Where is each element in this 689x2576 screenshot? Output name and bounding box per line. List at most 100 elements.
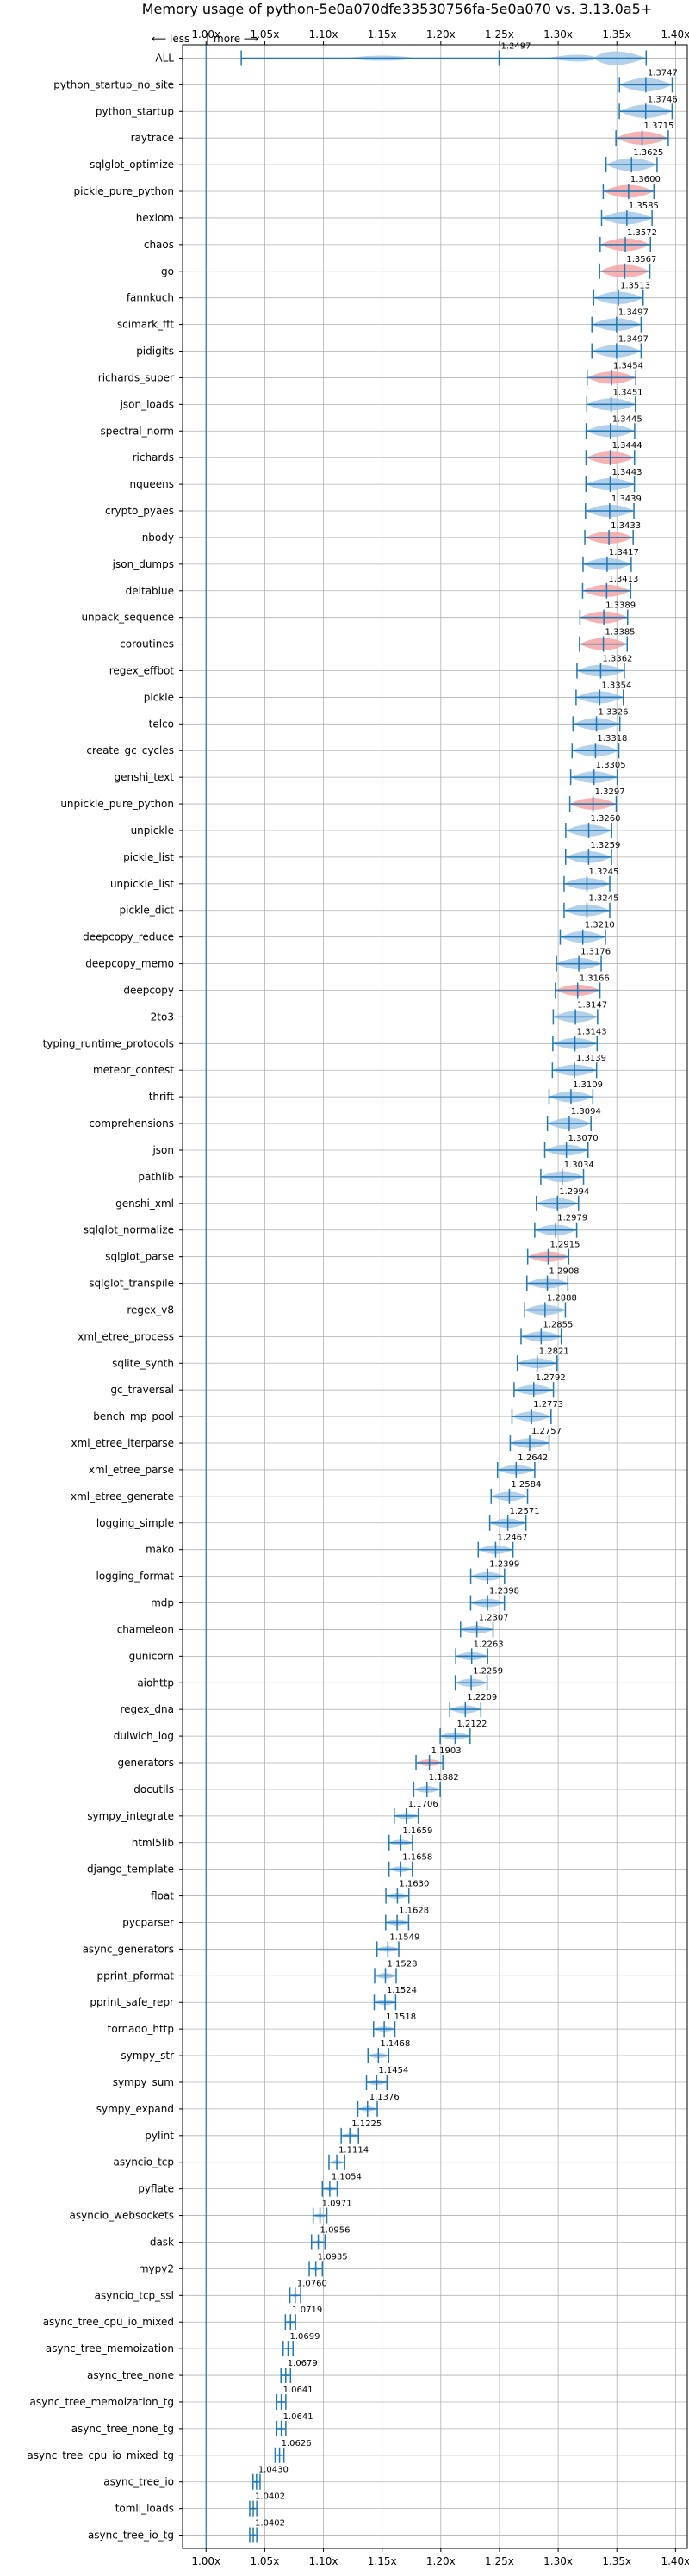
violin-sqlite_synth <box>516 1355 558 1372</box>
value-label: 1.0935 <box>318 2252 348 2262</box>
value-label: 1.3318 <box>597 734 627 744</box>
row-label: richards <box>133 451 174 464</box>
row-label: bench_mp_pool <box>93 1410 174 1422</box>
value-label: 1.3746 <box>648 95 678 104</box>
violin-richards_super <box>586 370 636 386</box>
row-label: sqlite_synth <box>112 1357 174 1369</box>
violin-richards <box>585 450 636 466</box>
value-label: 1.1468 <box>380 2039 410 2049</box>
value-label: 1.1706 <box>408 1800 438 1809</box>
value-label: 1.3326 <box>599 707 629 717</box>
violin-async_tree_cpu_io_mixed_tg <box>274 2447 285 2463</box>
value-label: 1.0402 <box>255 2519 285 2529</box>
violin-thrift <box>548 1089 594 1105</box>
value-label: 1.0402 <box>255 2492 285 2502</box>
violin-tomli_loads <box>249 2500 258 2517</box>
violin-sympy_expand <box>357 2100 378 2117</box>
violin-asyncio_tcp_ssl <box>289 2287 301 2304</box>
row-label: asyncio_tcp_ssl <box>95 2289 174 2301</box>
row-label: json <box>152 1144 174 1156</box>
violin-regex_v8 <box>524 1302 567 1318</box>
x-tick-label: 1.40x <box>661 2555 689 2567</box>
value-label: 1.2263 <box>474 1640 504 1649</box>
violin-unpack_sequence <box>579 609 629 625</box>
value-label: 1.2908 <box>549 1267 580 1277</box>
row-label: genshi_text <box>115 771 175 783</box>
value-label: 1.0956 <box>320 2225 351 2235</box>
violin-sympy_integrate <box>394 1808 419 1824</box>
value-label: 1.2209 <box>467 1693 497 1702</box>
row-label: hexiom <box>136 212 174 224</box>
value-label: 1.3245 <box>588 894 618 904</box>
x-tick-label: 1.25x <box>485 28 514 40</box>
violin-generators <box>415 1755 444 1771</box>
violin-async_tree_none <box>280 2368 292 2384</box>
row-label: dulwich_log <box>114 1730 174 1742</box>
violin-deltablue <box>581 582 632 599</box>
violin-create_gc_cycles <box>571 743 620 759</box>
violin-sqlglot_transpile <box>526 1275 569 1291</box>
violin-nbody <box>584 529 634 545</box>
violin-json_dumps <box>582 556 632 572</box>
row-label: genshi_xml <box>115 1198 174 1210</box>
violin-logging_simple <box>488 1515 527 1531</box>
row-label: sympy_expand <box>96 2103 174 2115</box>
row-label: float <box>151 1890 174 1902</box>
violin-raytrace <box>615 130 669 146</box>
violin-async_tree_cpu_io_mixed <box>284 2314 296 2330</box>
value-label: 1.2757 <box>531 1427 562 1436</box>
value-label: 1.3305 <box>596 761 626 770</box>
x-annotation-left: ⟵ less <box>152 33 189 45</box>
violin-spectral_norm <box>585 423 636 439</box>
violin-typing_runtime_protocols <box>552 1036 599 1052</box>
x-tick-label: 1.35x <box>602 2555 631 2567</box>
violin-deepcopy_memo <box>556 955 602 972</box>
row-label: logging_simple <box>96 1517 174 1529</box>
value-label: 1.3443 <box>611 468 642 477</box>
row-label: async_tree_none <box>87 2369 174 2381</box>
x-tick-label: 1.00x <box>191 28 220 40</box>
value-label: 1.3166 <box>580 974 610 983</box>
row-label: sqlglot_optimize <box>90 159 174 171</box>
violin-sympy_sum <box>365 2074 388 2090</box>
violin-mako <box>477 1541 514 1558</box>
value-label: 1.0430 <box>258 2466 289 2475</box>
row-label: asyncio_websockets <box>70 2210 174 2222</box>
row-label: ALL <box>155 52 174 64</box>
value-label: 1.2467 <box>497 1534 527 1543</box>
value-label: 1.2259 <box>473 1666 503 1676</box>
row-label: aiohttp <box>137 1677 174 1689</box>
violin-coroutines <box>579 636 628 652</box>
row-label: coroutines <box>120 638 174 650</box>
x-annotation-right: more ⟶ <box>214 33 258 45</box>
value-label: 1.2642 <box>518 1453 548 1463</box>
value-label: 1.3497 <box>618 335 649 345</box>
row-label: async_tree_memoization_tg <box>30 2396 174 2408</box>
value-label: 1.3567 <box>626 255 656 264</box>
violin-pickle_dict <box>563 902 611 918</box>
value-label: 1.2979 <box>557 1214 587 1223</box>
value-label: 1.2994 <box>559 1187 589 1197</box>
violin-pyflate <box>321 2181 338 2197</box>
value-label: 1.3747 <box>648 68 678 78</box>
value-label: 1.0679 <box>288 2359 318 2368</box>
x-tick-label: 1.15x <box>368 2555 397 2567</box>
violin-scimark_fft <box>591 316 642 333</box>
value-label: 1.3433 <box>611 521 641 531</box>
violin-async_tree_io_tg <box>249 2527 258 2543</box>
violin-json <box>543 1142 589 1158</box>
x-ticks-top: 1.00x 1.05x 1.10x 1.15x 1.20x 1.25x 1.30x 1.35x… <box>191 28 689 45</box>
value-label: 1.3385 <box>605 628 636 638</box>
row-label: sympy_str <box>121 2050 174 2062</box>
row-label: json_loads <box>120 398 174 410</box>
value-label: 1.3451 <box>613 388 643 397</box>
violin-meteor_contest <box>551 1062 598 1079</box>
value-label: 1.3454 <box>613 361 643 370</box>
value-label: 1.0760 <box>297 2279 327 2288</box>
violin-sympy_str <box>367 2048 390 2064</box>
violin-ALL <box>240 50 648 66</box>
violin-crypto_pyaes <box>585 503 635 520</box>
value-label: 1.1549 <box>389 1932 419 1942</box>
row-label: pathlib <box>138 1171 174 1183</box>
violin-async_tree_memoization_tg <box>276 2393 287 2410</box>
